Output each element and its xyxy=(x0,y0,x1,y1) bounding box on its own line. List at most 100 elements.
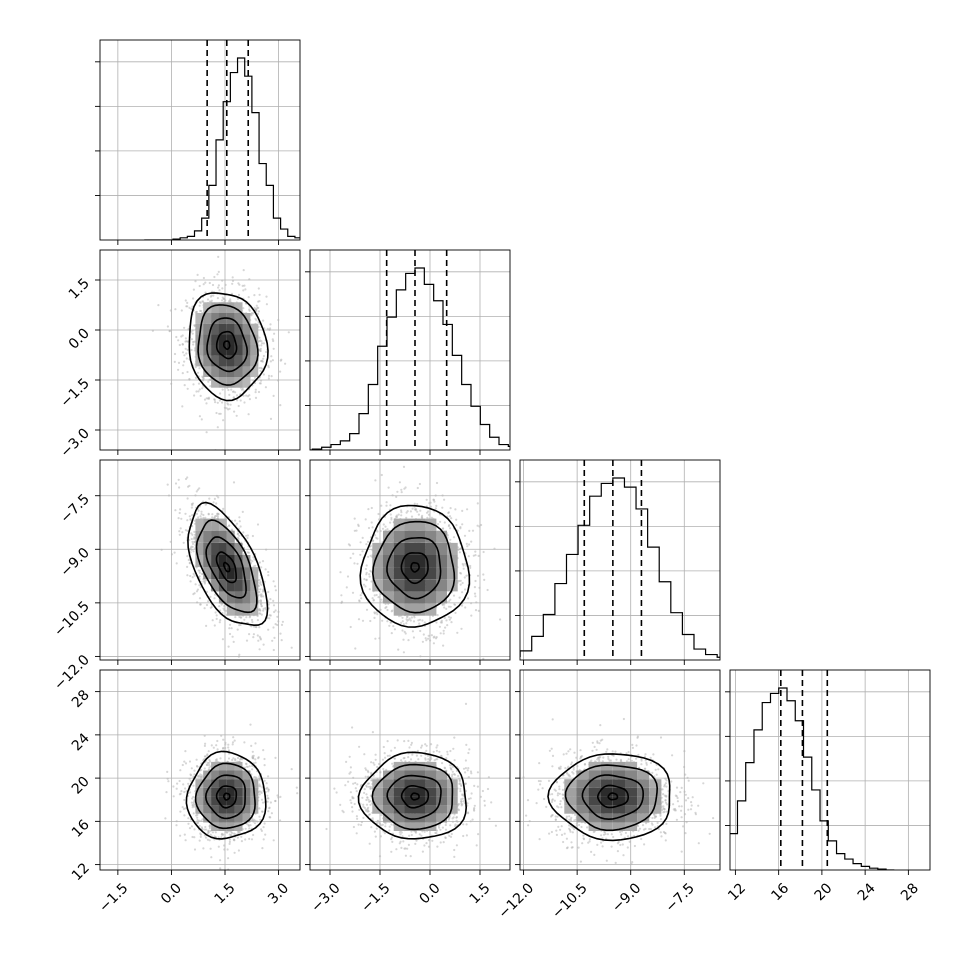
scatter-point xyxy=(252,633,255,636)
scatter-point xyxy=(467,597,470,600)
scatter-point xyxy=(258,561,261,564)
scatter-point xyxy=(400,621,403,624)
scatter-point xyxy=(403,487,406,490)
density-cell xyxy=(226,334,235,345)
panel-1-0: −3.0−1.50.01.5 xyxy=(57,249,301,461)
scatter-point xyxy=(459,579,462,582)
density-cell xyxy=(383,591,394,604)
scatter-point xyxy=(231,279,235,282)
scatter-point xyxy=(261,367,264,370)
scatter-point xyxy=(193,574,196,577)
scatter-point xyxy=(185,352,188,355)
scatter-point xyxy=(449,605,452,608)
density-cell xyxy=(242,366,251,377)
scatter-point xyxy=(175,820,178,823)
scatter-point xyxy=(205,828,208,831)
scatter-point xyxy=(365,571,368,574)
scatter-point xyxy=(361,536,364,540)
scatter-point xyxy=(377,518,381,521)
scatter-point xyxy=(460,604,464,607)
scatter-point xyxy=(272,626,275,629)
scatter-point xyxy=(230,830,233,833)
scatter-point xyxy=(242,307,245,310)
scatter-point xyxy=(268,617,271,620)
scatter-point xyxy=(446,534,449,537)
scatter-point xyxy=(434,507,437,510)
contour-level-3 xyxy=(400,552,429,585)
scatter-point xyxy=(482,657,485,660)
scatter-point xyxy=(175,562,178,565)
scatter-point xyxy=(448,524,451,527)
scatter-point xyxy=(271,338,274,341)
histogram-param-1 xyxy=(310,267,510,450)
scatter-point xyxy=(261,847,264,850)
scatter-point xyxy=(199,394,202,397)
scatter-point xyxy=(231,282,234,285)
scatter-point xyxy=(221,388,224,391)
scatter-point xyxy=(347,543,350,546)
scatter-point xyxy=(357,523,360,526)
scatter-point xyxy=(258,626,261,629)
scatter-point xyxy=(465,542,468,546)
scatter-point xyxy=(361,619,365,622)
scatter-point xyxy=(269,327,272,330)
density-cell xyxy=(203,334,212,345)
scatter-point xyxy=(215,744,218,747)
scatter-point xyxy=(447,615,451,619)
scatter-point xyxy=(259,818,262,821)
scatter-point xyxy=(199,309,202,312)
scatter-point xyxy=(242,394,245,397)
scatter-point xyxy=(474,609,478,612)
scatter-point xyxy=(364,567,367,571)
scatter-point xyxy=(193,828,196,831)
scatter-point xyxy=(250,312,253,315)
scatter-point xyxy=(442,632,445,635)
density-cell xyxy=(415,518,426,531)
scatter-point xyxy=(265,295,268,298)
scatter-point xyxy=(262,838,265,841)
scatter-point xyxy=(254,388,257,391)
scatter-point xyxy=(416,510,419,513)
scatter-point xyxy=(223,609,226,612)
scatter-point xyxy=(261,590,264,593)
scatter-point xyxy=(198,388,201,391)
density-cell xyxy=(393,542,405,555)
scatter-point xyxy=(238,283,241,286)
scatter-point xyxy=(193,349,196,352)
scatter-point xyxy=(458,551,461,554)
scatter-point xyxy=(258,648,261,651)
density-cell xyxy=(242,323,251,335)
scatter-point xyxy=(482,573,485,576)
scatter-point xyxy=(432,636,435,639)
scatter-point xyxy=(276,615,279,618)
scatter-point xyxy=(253,306,256,309)
density-cell xyxy=(404,603,415,616)
density-cell xyxy=(242,591,251,604)
scatter-point xyxy=(464,588,467,591)
scatter-point xyxy=(190,348,193,352)
density-cell xyxy=(404,542,415,555)
scatter-point xyxy=(370,521,373,524)
scatter-point xyxy=(273,332,276,335)
scatter-point xyxy=(178,511,181,515)
scatter-point xyxy=(267,570,270,574)
density-cell xyxy=(218,530,227,543)
scatter-point xyxy=(186,305,189,308)
scatter-point xyxy=(238,534,241,537)
scatter-point xyxy=(209,595,212,599)
scatter-point xyxy=(168,330,171,333)
contour-level-2 xyxy=(206,317,249,373)
scatter-point xyxy=(252,636,255,639)
scatter-point xyxy=(204,579,207,582)
scatter-point xyxy=(375,536,378,539)
scatter-point xyxy=(267,628,270,631)
scatter-point xyxy=(258,612,261,615)
scatter-point xyxy=(222,419,225,422)
scatter-point xyxy=(178,486,181,489)
scatter-point xyxy=(259,599,262,602)
y-tick-label-param-2: −9.0 xyxy=(57,545,92,580)
scatter-point xyxy=(439,621,442,624)
scatter-point xyxy=(194,583,197,586)
scatter-point xyxy=(209,295,212,298)
scatter-point xyxy=(256,820,259,823)
